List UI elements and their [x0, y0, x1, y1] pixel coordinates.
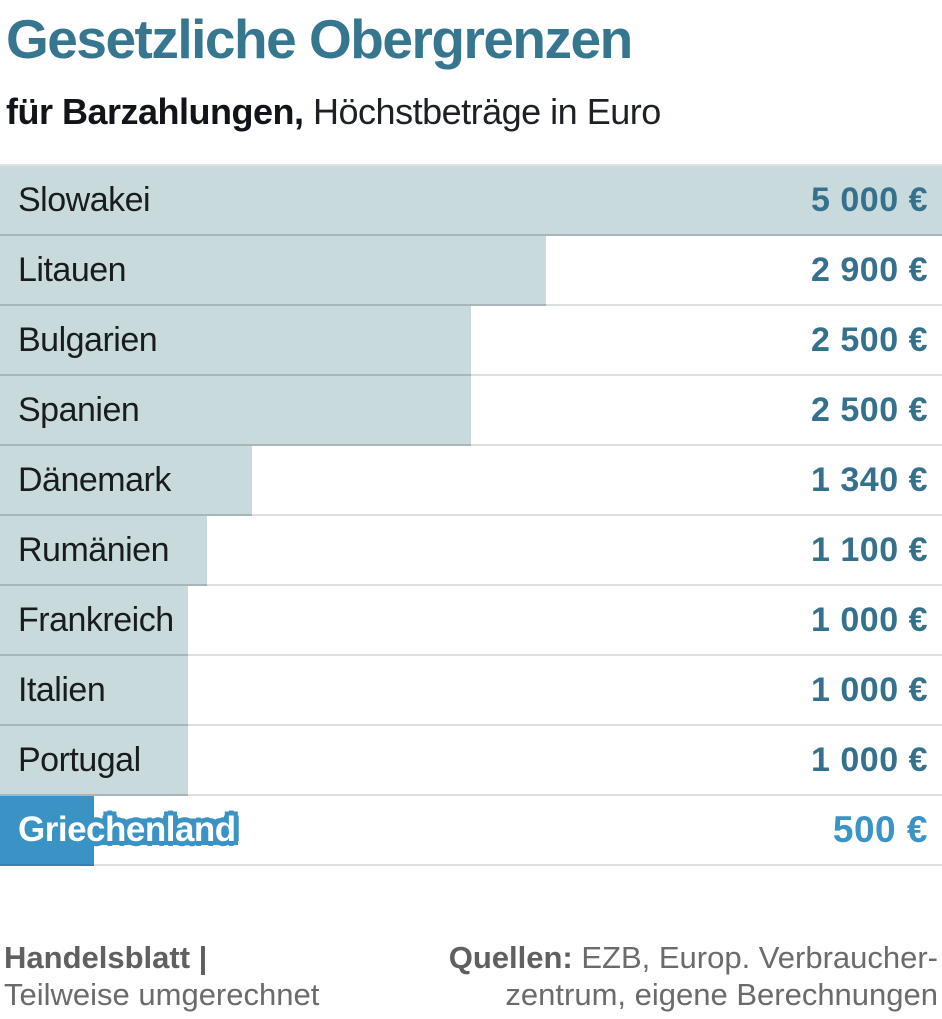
country-label-text: Frankreich: [18, 600, 174, 639]
value-label: 1 000 €: [811, 670, 928, 709]
bar: [0, 586, 189, 656]
country-label-text: Litauen: [18, 250, 127, 289]
country-label-text: Portugal: [18, 740, 141, 779]
subtitle-rest-text: Höchstbeträge in Euro: [303, 91, 661, 132]
country-label-text: Spanien: [18, 390, 140, 429]
bar-row: LitauenLitauen 2 900 €: [0, 236, 942, 306]
country-label-text: Slowakei: [18, 180, 151, 219]
country-label: SpanienSpanien: [18, 390, 140, 430]
footnote-text: Teilweise umgerechnet: [4, 977, 320, 1012]
chart-footer: Handelsblatt | Teilweise umgerechnet Que…: [0, 939, 942, 1013]
value-label: 2 900 €: [811, 250, 928, 289]
sources-line2: zentrum, eigene Berechnungen: [505, 977, 938, 1012]
country-label: SlowakeiSlowakei: [18, 180, 151, 220]
value-label: 500 €: [832, 809, 928, 850]
bar: [0, 516, 208, 586]
country-label-text: Italien: [18, 670, 106, 709]
bar-row: Griechenland Griechenland 500 €: [0, 796, 942, 866]
page-title: Gesetzliche Obergrenzen: [6, 8, 633, 70]
bar-row: BulgarienBulgarien 2 500 €: [0, 306, 942, 376]
sources-label: Quellen:: [448, 940, 573, 975]
country-label-text: Bulgarien: [18, 320, 158, 359]
bar-row: RumänienRumänien 1 100 €: [0, 516, 942, 586]
bar: [0, 726, 189, 796]
bar-row: SlowakeiSlowakei 5 000 €: [0, 166, 942, 236]
country-label: PortugalPortugal: [18, 741, 141, 780]
bar: [0, 656, 189, 726]
country-label-text: Dänemark: [18, 460, 171, 499]
bar: [0, 306, 471, 376]
country-label: DänemarkDänemark: [18, 461, 171, 500]
subtitle-bold-text: für Barzahlungen,: [6, 91, 304, 132]
bar-row: FrankreichFrankreich 1 000 €: [0, 586, 942, 656]
bar: [0, 796, 95, 866]
country-label: FrankreichFrankreich: [18, 601, 174, 640]
value-label: 1 340 €: [811, 460, 928, 499]
country-label: LitauenLitauen: [18, 250, 127, 290]
value-label: 1 000 €: [811, 600, 928, 639]
value-label: 2 500 €: [811, 390, 928, 429]
bar-row: DänemarkDänemark 1 340 €: [0, 446, 942, 516]
brand-name: Handelsblatt |: [4, 940, 208, 975]
country-label-text: Griechenland: [18, 810, 236, 849]
country-label: Griechenland Griechenland: [14, 806, 240, 853]
bar-row: SpanienSpanien 2 500 €: [0, 376, 942, 446]
country-label: BulgarienBulgarien: [18, 320, 158, 360]
value-label: 2 500 €: [811, 320, 928, 359]
country-label-text: Rumänien: [18, 530, 169, 569]
bar: [0, 236, 547, 306]
source-right: Quellen: EZB, Europ. Verbraucher- zentru…: [449, 939, 938, 1013]
bar-row: PortugalPortugal 1 000 €: [0, 726, 942, 796]
country-label: ItalienItalien: [18, 670, 106, 710]
value-label: 1 100 €: [811, 530, 928, 569]
value-label: 1 000 €: [811, 740, 928, 779]
country-label: RumänienRumänien: [18, 531, 169, 570]
bar: [0, 446, 253, 516]
bar: [0, 376, 471, 446]
page-subtitle: für Barzahlungen, Höchstbeträge in Euro: [6, 90, 936, 134]
chart-header: Gesetzliche Obergrenzen für Barzahlungen…: [0, 0, 942, 134]
bar-row: ItalienItalien 1 000 €: [0, 656, 942, 726]
bar: [0, 166, 942, 236]
source-left: Handelsblatt | Teilweise umgerechnet: [4, 939, 319, 1013]
sources-line1: EZB, Europ. Verbraucher-: [572, 940, 938, 975]
value-label: 5 000 €: [811, 180, 928, 219]
bar-chart: SlowakeiSlowakei 5 000 € LitauenLitauen …: [0, 164, 942, 866]
country-label-outline: Griechenland: [14, 806, 240, 853]
